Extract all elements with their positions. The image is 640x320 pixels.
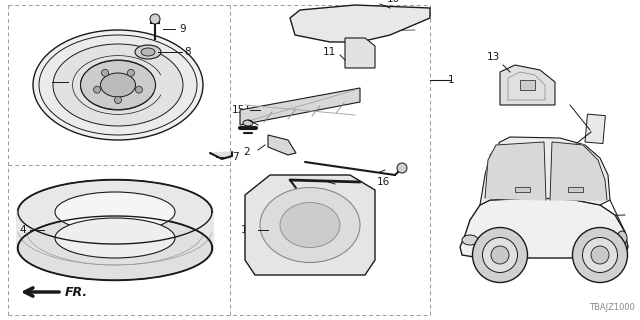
Polygon shape <box>245 175 375 275</box>
Polygon shape <box>345 38 375 68</box>
Ellipse shape <box>81 60 156 110</box>
Bar <box>568 187 583 192</box>
Circle shape <box>127 69 134 76</box>
Text: 7: 7 <box>232 152 239 162</box>
Text: 11: 11 <box>323 47 336 57</box>
Circle shape <box>150 14 160 24</box>
Ellipse shape <box>39 35 197 135</box>
Bar <box>585 114 605 144</box>
Text: 2: 2 <box>243 147 250 157</box>
Text: 8: 8 <box>184 47 191 57</box>
Polygon shape <box>290 5 430 42</box>
Circle shape <box>136 86 143 93</box>
Ellipse shape <box>472 228 527 283</box>
Ellipse shape <box>135 45 161 59</box>
Text: 9: 9 <box>179 24 186 34</box>
Ellipse shape <box>141 48 155 56</box>
Ellipse shape <box>617 231 627 245</box>
Text: 16: 16 <box>376 177 390 187</box>
Text: TBAJZ1000: TBAJZ1000 <box>589 303 635 312</box>
FancyBboxPatch shape <box>16 210 214 254</box>
Circle shape <box>397 163 407 173</box>
Polygon shape <box>460 198 628 258</box>
Text: 13: 13 <box>487 52 500 62</box>
Ellipse shape <box>491 246 509 264</box>
Ellipse shape <box>280 203 340 247</box>
Ellipse shape <box>582 237 618 273</box>
Ellipse shape <box>55 192 175 232</box>
Polygon shape <box>480 137 610 205</box>
Ellipse shape <box>53 44 183 126</box>
Ellipse shape <box>243 120 253 126</box>
Ellipse shape <box>591 246 609 264</box>
Polygon shape <box>485 142 546 200</box>
Polygon shape <box>268 135 296 155</box>
Text: 6: 6 <box>593 132 600 142</box>
Circle shape <box>102 69 109 76</box>
Ellipse shape <box>17 215 212 281</box>
Text: 10: 10 <box>387 0 399 4</box>
Text: 12: 12 <box>241 225 254 235</box>
Ellipse shape <box>17 180 212 244</box>
Text: 15: 15 <box>232 105 245 115</box>
Ellipse shape <box>100 73 136 97</box>
Polygon shape <box>550 142 607 200</box>
Ellipse shape <box>462 235 478 245</box>
Text: 5: 5 <box>244 105 252 115</box>
Text: 14: 14 <box>338 187 351 197</box>
Polygon shape <box>210 152 232 159</box>
Polygon shape <box>240 88 360 125</box>
Ellipse shape <box>55 218 175 258</box>
Circle shape <box>115 97 122 103</box>
Polygon shape <box>500 65 555 105</box>
Ellipse shape <box>483 237 518 273</box>
Bar <box>515 187 530 192</box>
Text: 1: 1 <box>448 75 454 85</box>
Text: 4: 4 <box>19 225 26 235</box>
Circle shape <box>93 86 100 93</box>
Bar <box>520 80 535 90</box>
Text: FR.: FR. <box>65 285 88 299</box>
Ellipse shape <box>573 228 627 283</box>
Text: 3: 3 <box>42 77 48 87</box>
Ellipse shape <box>33 30 203 140</box>
Ellipse shape <box>260 188 360 262</box>
